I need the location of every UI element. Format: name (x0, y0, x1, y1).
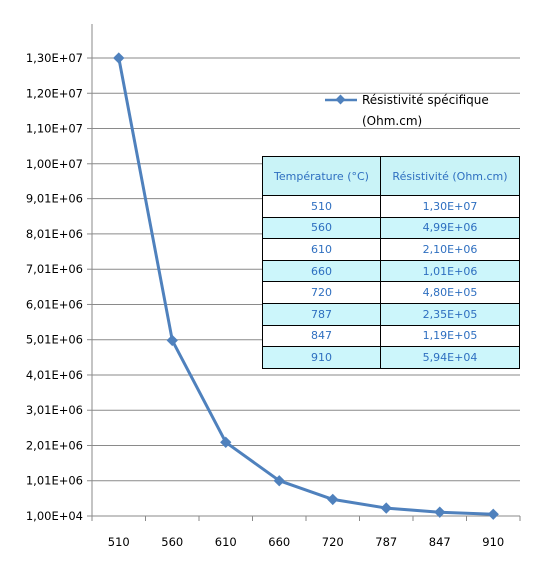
cell-temperature: 660 (262, 259, 381, 283)
x-tick-label: 720 (322, 535, 344, 549)
data-point (487, 508, 499, 520)
header-temperature: Température (°C) (262, 156, 381, 196)
y-tick-label: 6,01E+06 (26, 297, 83, 311)
table-row: 787 2,35E+05 (262, 302, 520, 326)
cell-resistivity: 4,80E+05 (380, 281, 520, 304)
y-tick-label: 7,01E+06 (26, 262, 83, 276)
data-point (113, 52, 125, 64)
data-point (166, 334, 178, 347)
y-tick-label: 1,01E+06 (26, 474, 83, 488)
cell-temperature: 510 (262, 195, 381, 218)
x-tick-label: 660 (268, 535, 290, 549)
y-tick-label: 2,01E+06 (26, 438, 83, 452)
y-tick-label: 1,20E+07 (26, 86, 83, 100)
x-tick-label: 910 (482, 535, 504, 549)
legend-diamond-marker (335, 94, 346, 105)
cell-resistivity: 1,30E+07 (380, 195, 520, 218)
cell-resistivity: 1,01E+06 (380, 259, 520, 283)
data-point (434, 506, 446, 518)
cell-temperature: 560 (262, 216, 381, 240)
x-tick-label: 787 (375, 535, 397, 549)
header-resistivity: Résistivité (Ohm.cm) (380, 156, 520, 196)
cell-temperature: 787 (262, 302, 381, 326)
table-row: 660 1,01E+06 (262, 259, 520, 283)
legend-label-line-1: Résistivité spécifique (362, 93, 489, 107)
x-tick-label: 847 (429, 535, 451, 549)
y-tick-label: 5,01E+06 (26, 333, 83, 347)
data-table: Température (°C) Résistivité (Ohm.cm) 51… (262, 156, 520, 369)
y-tick-label: 1,00E+07 (26, 157, 83, 171)
data-point (273, 475, 285, 487)
legend-label-line-2: (Ohm.cm) (362, 114, 422, 128)
legend: Résistivité spécifique (Ohm.cm) (325, 93, 489, 128)
series-line (117, 57, 494, 516)
table-row: 560 4,99E+06 (262, 216, 520, 240)
cell-resistivity: 1,19E+05 (380, 324, 520, 348)
series-resistivity (113, 52, 499, 520)
data-point (220, 436, 232, 448)
data-point (380, 502, 392, 514)
cell-resistivity: 2,10E+06 (380, 238, 520, 261)
data-point (327, 493, 339, 506)
table-row: 610 2,10E+06 (262, 238, 520, 261)
y-tick-label: 4,01E+06 (26, 368, 83, 382)
cell-resistivity: 4,99E+06 (380, 216, 520, 240)
y-tick-label: 8,01E+06 (26, 227, 83, 241)
table-header-row: Température (°C) Résistivité (Ohm.cm) (262, 156, 520, 196)
x-tick-label: 610 (215, 535, 237, 549)
x-tick-label: 510 (108, 535, 130, 549)
table-row: 910 5,94E+04 (262, 346, 520, 369)
cell-temperature: 910 (262, 346, 381, 369)
table-row: 510 1,30E+07 (262, 195, 520, 218)
axes (91, 24, 521, 521)
y-tick-label: 1,10E+07 (26, 122, 83, 136)
table-row: 847 1,19E+05 (262, 324, 520, 348)
cell-resistivity: 5,94E+04 (380, 346, 520, 369)
x-tick-labels: 510 560 610 660 720 787 847 910 (108, 535, 504, 549)
cell-temperature: 847 (262, 324, 381, 348)
x-tick-label: 560 (161, 535, 183, 549)
y-tick-label: 3,01E+06 (26, 403, 83, 417)
y-tick-label: 1,00E+04 (26, 509, 83, 523)
cell-resistivity: 2,35E+05 (380, 302, 520, 326)
y-tick-label: 1,30E+07 (26, 51, 83, 65)
y-tick-labels: 1,00E+04 1,01E+06 2,01E+06 3,01E+06 4,01E+06… (26, 51, 83, 523)
table-row: 720 4,80E+05 (262, 281, 520, 304)
y-tick-label: 9,01E+06 (26, 192, 83, 206)
cell-temperature: 720 (262, 281, 381, 304)
cell-temperature: 610 (262, 238, 381, 261)
